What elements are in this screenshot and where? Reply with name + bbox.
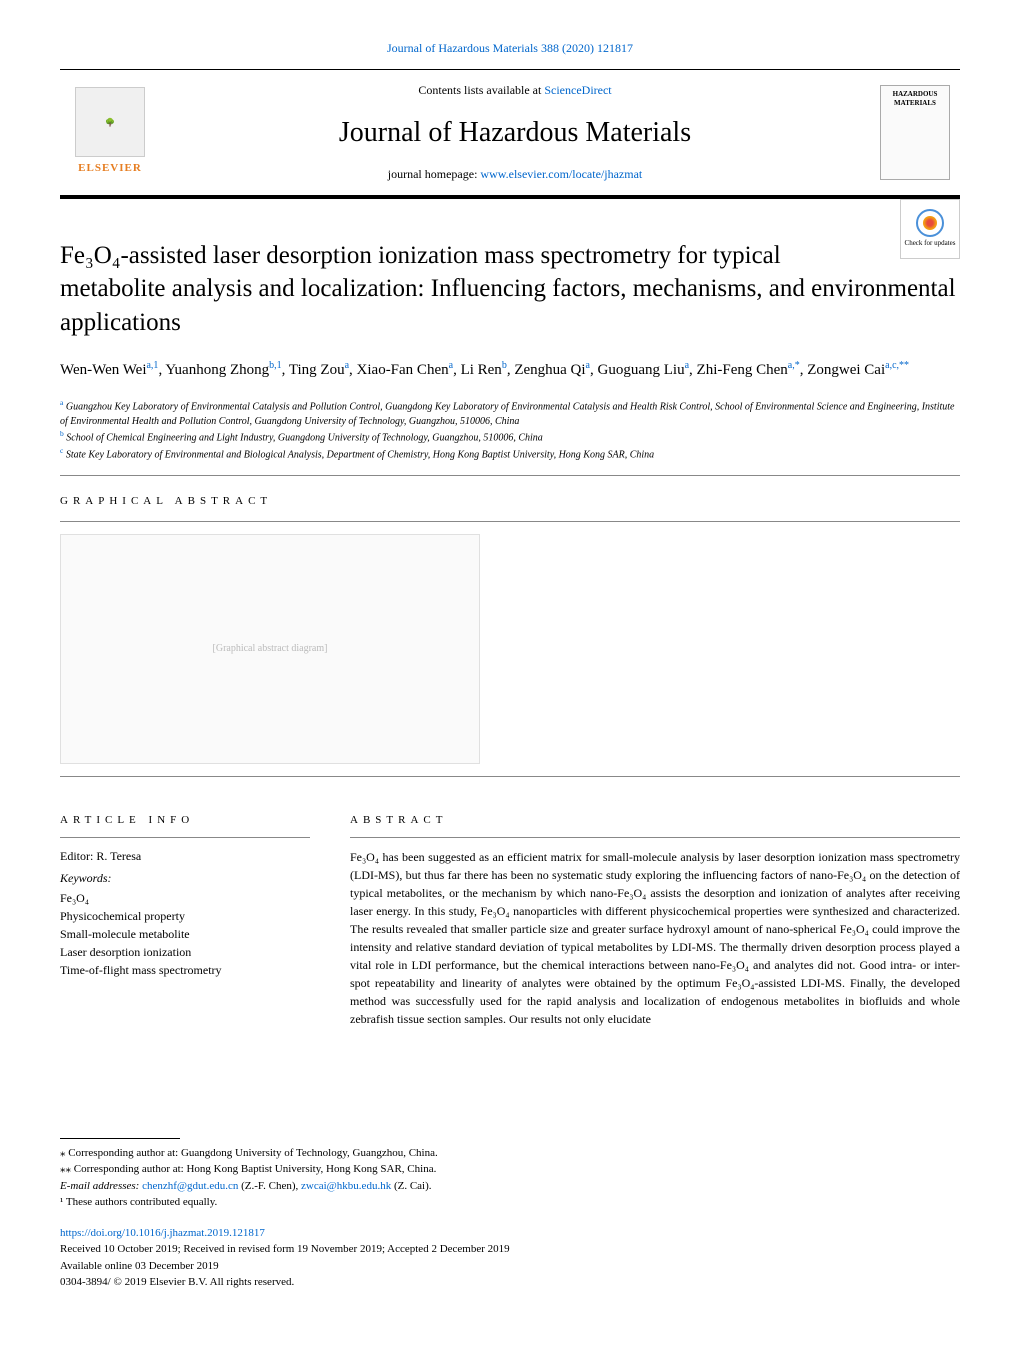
- divider: [60, 475, 960, 476]
- elsevier-logo: 🌳 ELSEVIER: [60, 70, 160, 195]
- cover-image: HAZARDOUS MATERIALS: [880, 85, 950, 180]
- email-link-1[interactable]: chenzhf@gdut.edu.cn: [142, 1180, 238, 1192]
- homepage-prefix: journal homepage:: [388, 167, 481, 181]
- corresponding-1: ⁎ Corresponding author at: Guangdong Uni…: [60, 1145, 960, 1162]
- homepage-line: journal homepage: www.elsevier.com/locat…: [160, 166, 870, 183]
- email-link-2[interactable]: zwcai@hkbu.edu.hk: [301, 1180, 391, 1192]
- authors-list: Wen-Wen Weia,1, Yuanhong Zhongb,1, Ting …: [60, 358, 960, 382]
- abstract-label: ABSTRACT: [350, 813, 960, 828]
- sciencedirect-line: Contents lists available at ScienceDirec…: [160, 82, 870, 99]
- divider: [350, 837, 960, 838]
- footer-meta: https://doi.org/10.1016/j.jhazmat.2019.1…: [60, 1225, 960, 1291]
- homepage-link[interactable]: www.elsevier.com/locate/jhazmat: [480, 167, 642, 181]
- graphical-abstract-image: [Graphical abstract diagram]: [60, 534, 480, 764]
- divider: [60, 521, 960, 522]
- journal-cover: HAZARDOUS MATERIALS: [870, 70, 960, 195]
- divider: [60, 837, 310, 838]
- footer-divider: [60, 1138, 180, 1139]
- affiliations-list: a Guangzhou Key Laboratory of Environmen…: [60, 398, 960, 463]
- dates-line: Received 10 October 2019; Received in re…: [60, 1241, 960, 1258]
- available-line: Available online 03 December 2019: [60, 1258, 960, 1275]
- journal-header: 🌳 ELSEVIER Contents lists available at S…: [60, 69, 960, 199]
- keywords-list: Fe₃O₄Physicochemical propertySmall-molec…: [60, 889, 310, 979]
- abstract-column: ABSTRACT Fe₃O₄ has been suggested as an …: [350, 795, 960, 1027]
- article-info-label: ARTICLE INFO: [60, 813, 310, 828]
- graphical-abstract-label: GRAPHICAL ABSTRACT: [60, 494, 960, 509]
- check-updates-badge[interactable]: Check for updates: [900, 199, 960, 259]
- info-abstract-row: ARTICLE INFO Editor: R. Teresa Keywords:…: [60, 795, 960, 1027]
- doi-link[interactable]: https://doi.org/10.1016/j.jhazmat.2019.1…: [60, 1227, 265, 1239]
- cover-title: HAZARDOUS MATERIALS: [885, 90, 945, 110]
- keywords-label: Keywords:: [60, 870, 310, 887]
- citation-link[interactable]: Journal of Hazardous Materials 388 (2020…: [387, 41, 633, 55]
- copyright-line: 0304-3894/ © 2019 Elsevier B.V. All righ…: [60, 1274, 960, 1291]
- corresponding-2: ⁎⁎ Corresponding author at: Hong Kong Ba…: [60, 1161, 960, 1178]
- header-center: Contents lists available at ScienceDirec…: [160, 70, 870, 195]
- article-title: Fe₃O₄-assisted laser desorption ionizati…: [60, 239, 960, 340]
- check-updates-icon: [916, 209, 944, 237]
- check-updates-label: Check for updates: [905, 239, 956, 249]
- email-person-2: (Z. Cai).: [391, 1180, 431, 1192]
- sciencedirect-prefix: Contents lists available at: [418, 83, 544, 97]
- editor-line: Editor: R. Teresa: [60, 848, 310, 865]
- article-info-column: ARTICLE INFO Editor: R. Teresa Keywords:…: [60, 795, 310, 1027]
- divider: [60, 776, 960, 777]
- sciencedirect-link[interactable]: ScienceDirect: [544, 83, 611, 97]
- email-line: E-mail addresses: chenzhf@gdut.edu.cn (Z…: [60, 1178, 960, 1195]
- email-label: E-mail addresses:: [60, 1180, 142, 1192]
- elsevier-label: ELSEVIER: [78, 161, 142, 176]
- citation-line: Journal of Hazardous Materials 388 (2020…: [60, 40, 960, 57]
- email-person-1: (Z.-F. Chen),: [238, 1180, 301, 1192]
- journal-name: Journal of Hazardous Materials: [160, 113, 870, 152]
- abstract-text: Fe₃O₄ has been suggested as an efficient…: [350, 848, 960, 1028]
- elsevier-tree-icon: 🌳: [75, 87, 145, 157]
- footer: ⁎ Corresponding author at: Guangdong Uni…: [60, 1138, 960, 1291]
- equal-contribution: ¹ These authors contributed equally.: [60, 1194, 960, 1211]
